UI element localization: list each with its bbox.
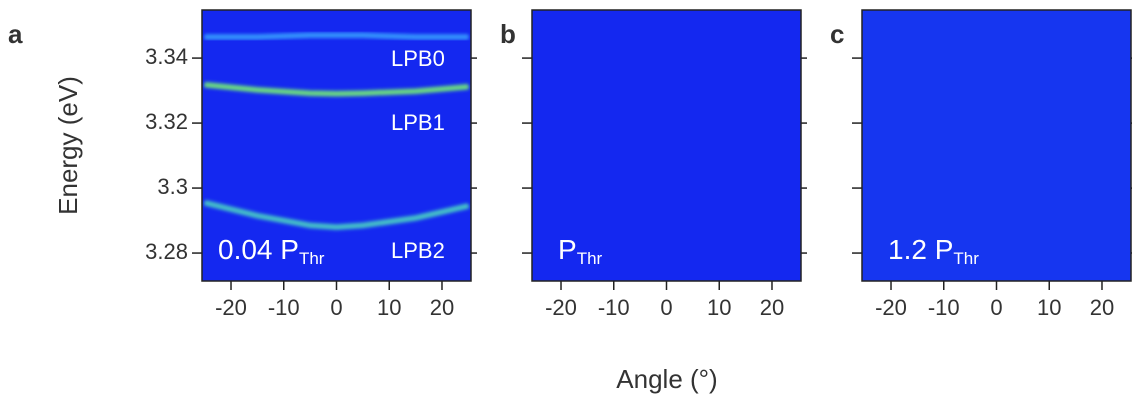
y-tick-label: 3.32 [145, 109, 188, 134]
heatmap-background [862, 10, 1131, 281]
y-tick-label: 3.28 [145, 239, 188, 264]
x-tick-label: 20 [430, 295, 454, 320]
annotation-text: 1.2 P [888, 234, 953, 265]
heatmap-background [532, 10, 801, 281]
annotation: 0.04 PThr [218, 234, 325, 268]
annotation-subscript: Thr [953, 249, 979, 268]
band [204, 34, 469, 39]
annotation-text: LPB1 [391, 110, 445, 135]
x-tick-label: -10 [928, 295, 960, 320]
annotation-text: LPB0 [391, 46, 445, 71]
x-tick-label: 0 [330, 295, 342, 320]
annotation: PThr [558, 234, 603, 268]
band [204, 83, 469, 96]
x-tick-label: 0 [660, 295, 672, 320]
annotation: LPB1 [391, 110, 445, 135]
x-tick-label: 10 [1037, 295, 1061, 320]
y-tick-label: 3.34 [145, 44, 188, 69]
annotation: LPB2 [391, 238, 445, 263]
band [204, 201, 469, 229]
heatmap-background [202, 10, 471, 281]
annotation-subscript: Thr [577, 249, 603, 268]
annotation: 1.2 PThr [888, 234, 979, 268]
panel-label: b [500, 19, 516, 49]
x-tick-label: 10 [707, 295, 731, 320]
x-tick-label: -20 [215, 295, 247, 320]
annotation-text: P [558, 234, 577, 265]
x-tick-label: -10 [268, 295, 300, 320]
x-tick-label: 20 [760, 295, 784, 320]
y-tick-label: 3.3 [157, 174, 188, 199]
y-axis-title: Energy (eV) [53, 76, 83, 215]
annotation-text: LPB2 [391, 238, 445, 263]
annotation-text: 0.04 P [218, 234, 299, 265]
x-tick-label: 0 [990, 295, 1002, 320]
x-axis-title: Angle (°) [616, 364, 717, 394]
annotation: LPB0 [391, 46, 445, 71]
x-tick-label: -20 [545, 295, 577, 320]
x-tick-label: 20 [1090, 295, 1114, 320]
x-tick-label: 10 [377, 295, 401, 320]
x-tick-label: -20 [875, 295, 907, 320]
panel-label: c [830, 19, 844, 49]
panel-label: a [8, 19, 23, 49]
annotation-subscript: Thr [299, 249, 325, 268]
x-tick-label: -10 [598, 295, 630, 320]
